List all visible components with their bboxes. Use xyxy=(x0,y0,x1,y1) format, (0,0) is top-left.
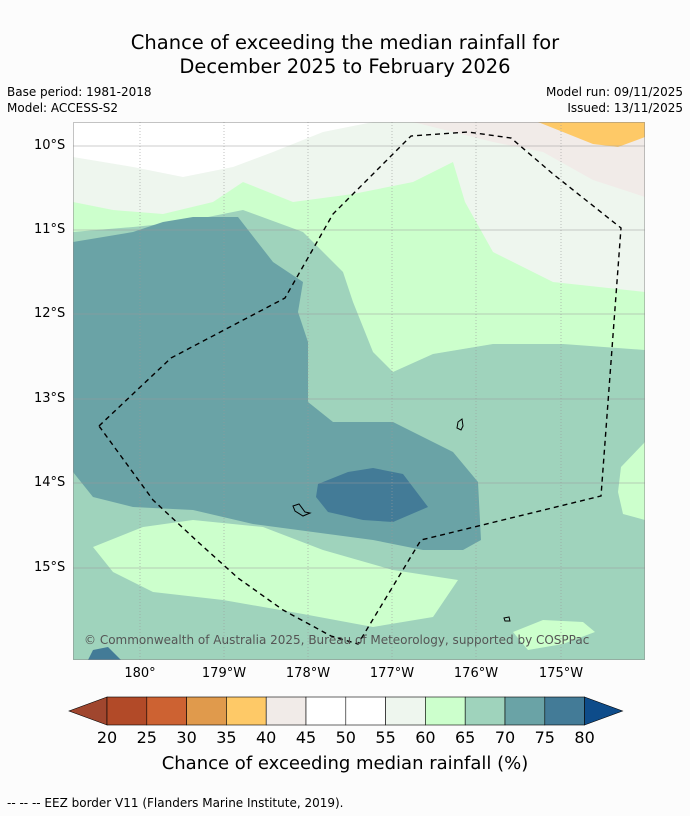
rainfall-outlook-map xyxy=(73,122,645,660)
colorbar-arrow-high xyxy=(584,696,624,726)
eez-legend-note: -- -- -- EEZ border V11 (Flanders Marine… xyxy=(7,796,344,810)
lon-label-176w: 176°W xyxy=(453,666,499,681)
lon-label-180: 180° xyxy=(124,666,156,681)
band-35-40 xyxy=(538,122,645,147)
colorbar-cell xyxy=(305,696,347,726)
colorbar-cell xyxy=(265,696,307,726)
colorbar-tick: 25 xyxy=(136,728,157,747)
colorbar-cell xyxy=(106,696,148,726)
band-75-80-south xyxy=(88,647,121,660)
lon-label-177w: 177°W xyxy=(369,666,415,681)
graticule xyxy=(73,122,645,660)
colorbar-tick: 70 xyxy=(494,728,516,747)
colorbar-tick: 30 xyxy=(176,728,197,747)
colorbar-cell xyxy=(504,696,546,726)
colorbar-label: Chance of exceeding median rainfall (%) xyxy=(161,753,529,774)
colorbar-tick: 60 xyxy=(415,728,436,747)
colorbar-cell xyxy=(544,696,585,726)
lon-label-178w: 178°W xyxy=(285,666,331,681)
colorbar-cell xyxy=(464,696,506,726)
band-75-80 xyxy=(316,468,428,522)
colorbar-cell xyxy=(345,696,386,726)
colorbar-tick: 40 xyxy=(256,728,277,747)
colorbar-tick: 20 xyxy=(96,728,118,747)
band-60-65-south xyxy=(93,520,458,627)
colorbar xyxy=(68,696,624,726)
colorbar-arrow-low xyxy=(68,696,108,726)
issued-date: Issued: 13/11/2025 xyxy=(567,101,683,115)
colorbar-tick: 45 xyxy=(295,728,317,747)
island-outline-icon xyxy=(292,503,312,517)
colorbar-cell xyxy=(385,696,426,726)
colorbar-tick: 75 xyxy=(534,728,555,747)
band-60-65-east xyxy=(618,442,645,520)
lat-label-11s: 11°S xyxy=(34,222,66,237)
lon-label-175w: 175°W xyxy=(538,666,584,681)
colorbar-cell xyxy=(226,696,267,726)
colorbar-tick: 65 xyxy=(455,728,476,747)
colorbar-tick: 35 xyxy=(216,728,237,747)
colorbar-tick: 80 xyxy=(574,728,595,747)
eez-border-icon xyxy=(98,131,622,645)
island-outline-icon xyxy=(503,616,511,622)
lat-label-15s: 15°S xyxy=(34,560,66,575)
colorbar-cell xyxy=(425,696,466,726)
lat-label-14s: 14°S xyxy=(34,475,66,490)
model-name: Model: ACCESS-S2 xyxy=(7,101,119,115)
map-title-line-2: December 2025 to February 2026 xyxy=(179,55,511,78)
lat-label-13s: 13°S xyxy=(34,391,66,406)
map-title-line-1: Chance of exceeding the median rainfall … xyxy=(130,31,560,54)
band-60-65-southeast xyxy=(513,620,595,650)
lat-label-10s: 10°S xyxy=(34,138,66,153)
copyright-notice: © Commonwealth of Australia 2025, Bureau… xyxy=(84,633,590,647)
map-frame xyxy=(73,122,645,660)
lat-label-12s: 12°S xyxy=(34,306,66,321)
base-period: Base period: 1981-2018 xyxy=(7,85,152,99)
model-run-date: Model run: 09/11/2025 xyxy=(545,85,683,99)
colorbar-tick: 50 xyxy=(335,728,356,747)
lon-label-179w: 179°W xyxy=(201,666,247,681)
band-70-75 xyxy=(73,217,481,550)
colorbar-cell xyxy=(146,696,187,726)
island-outline-icon xyxy=(456,418,464,431)
colorbar-cell xyxy=(186,696,227,726)
colorbar-tick: 55 xyxy=(375,728,396,747)
